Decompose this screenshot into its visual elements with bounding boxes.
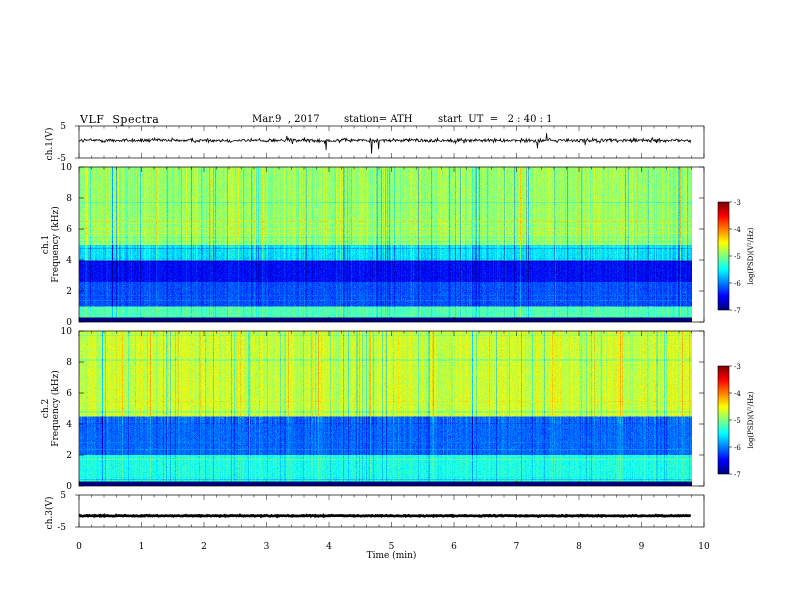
x-tick-label: 2	[201, 542, 207, 552]
ch1-spectrogram-colorbar	[718, 202, 729, 310]
chart-title: VLF Spectra	[80, 113, 160, 126]
ch2-spectrogram-ytick: 10	[61, 327, 73, 337]
x-tick-label: 6	[451, 542, 457, 552]
ch2-spectrogram-ylabel: Frequency (kHz)	[50, 370, 61, 447]
x-axis-label: Time (min)	[367, 550, 417, 561]
x-tick-label: 1	[139, 542, 145, 552]
ch1-spectrogram-colorbar-tick: -4	[734, 226, 741, 234]
ch1-spectrogram-ytick: 4	[66, 256, 72, 266]
ch1-spectrogram-ylabel: Frequency (kHz)	[50, 206, 61, 283]
ch1-spectrogram-ytick: 0	[66, 318, 72, 328]
x-tick-label: 4	[326, 542, 332, 552]
ch1-spectrogram-ytick: 10	[61, 163, 73, 173]
ch1-spectrogram-colorbar-label: log(PSD)(V²/Hz)	[747, 227, 755, 284]
ch1-spectrogram-colorbar-tick: -6	[734, 280, 741, 288]
ch1-waveform-ylabel: ch.1(V)	[44, 128, 55, 161]
ch1-spectrogram-ytick: 6	[66, 225, 72, 235]
ch2-spectrogram-colorbar-tick: -4	[734, 390, 741, 398]
ch2-spectrogram-colorbar-tick: -6	[734, 444, 741, 452]
x-tick-label: 7	[514, 542, 520, 552]
x-tick-label: 9	[639, 542, 645, 552]
ch1-spectrogram-channel-label: ch.1	[41, 235, 51, 254]
ch2-spectrogram-image	[79, 331, 692, 486]
ch1-spectrogram-image	[79, 167, 692, 322]
ch2-spectrogram-ytick: 0	[66, 482, 72, 492]
ch1-spectrogram-ytick: 8	[66, 194, 72, 204]
ch1-waveform-ytick: 5	[60, 122, 66, 132]
start-time-label: start UT = 2 : 40 : 1	[438, 114, 553, 125]
ch2-spectrogram-colorbar	[718, 366, 729, 474]
ch2-spectrogram-ytick: 8	[66, 358, 72, 368]
ch2-spectrogram-colorbar-tick: -3	[734, 363, 741, 371]
x-tick-label: 3	[264, 542, 270, 552]
ch1-spectrogram-ytick: 2	[66, 287, 72, 297]
recording-date: Mar.9 , 2017	[252, 114, 320, 125]
ch2-spectrogram-ytick: 2	[66, 451, 72, 461]
ch3-waveform-ytick: 5	[60, 491, 66, 501]
ch2-spectrogram-ytick: 6	[66, 389, 72, 399]
ch1-spectrogram-colorbar-tick: -7	[734, 307, 741, 315]
ch2-spectrogram-channel-label: ch.2	[41, 399, 51, 418]
ch3-waveform-trace	[78, 513, 692, 519]
ch3-waveform-ytick: -5	[57, 523, 66, 533]
ch2-spectrogram-colorbar-tick: -7	[734, 471, 741, 479]
x-tick-label: 0	[76, 542, 82, 552]
ch2-spectrogram-colorbar-label: log(PSD)(V²/Hz)	[747, 391, 755, 448]
station-label: station= ATH	[344, 114, 413, 125]
ch2-spectrogram-colorbar-tick: -5	[734, 417, 741, 425]
ch1-spectrogram-colorbar-tick: -5	[734, 253, 741, 261]
ch1-waveform-ytick: -5	[57, 154, 66, 164]
x-tick-label: 8	[576, 542, 582, 552]
x-tick-label: 10	[698, 542, 710, 552]
ch2-spectrogram-ytick: 4	[66, 420, 72, 430]
ch3-waveform-ylabel: ch.3(V)	[44, 497, 55, 530]
ch1-waveform-trace	[78, 132, 692, 154]
ch1-spectrogram-colorbar-tick: -3	[734, 199, 741, 207]
x-tick-label: 5	[389, 542, 395, 552]
